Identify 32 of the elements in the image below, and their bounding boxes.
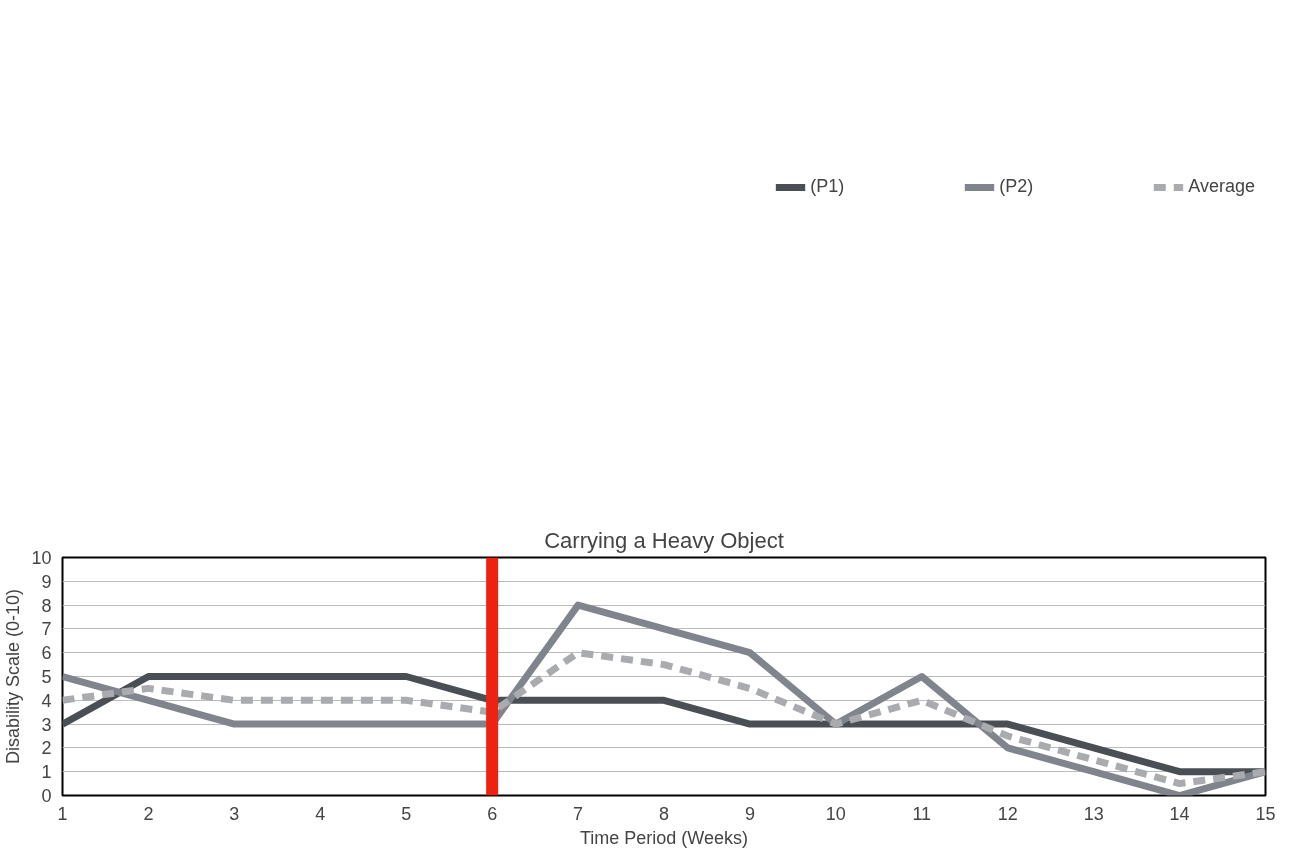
x-tick-label: 2 xyxy=(143,803,154,824)
x-tick-label: 10 xyxy=(825,803,846,824)
y-tick-label: 7 xyxy=(41,619,52,640)
x-tick-label: 3 xyxy=(229,803,240,824)
chart-title: Carrying a Heavy Object xyxy=(544,527,784,553)
x-tick-label: 5 xyxy=(401,803,412,824)
legend-label: (P2) xyxy=(999,176,1034,198)
x-tick-label: 11 xyxy=(912,803,932,824)
x-tick-label: 8 xyxy=(658,803,670,824)
y-tick-label: 10 xyxy=(31,548,52,568)
x-tick-label: 4 xyxy=(315,803,326,824)
y-tick-label: 2 xyxy=(41,738,52,759)
y-tick-label: 9 xyxy=(41,571,52,592)
y-tick-label: 1 xyxy=(41,762,52,783)
x-tick-label: 9 xyxy=(744,803,755,824)
x-tick-label: 7 xyxy=(573,803,584,824)
y-tick-label: 5 xyxy=(41,667,52,687)
x-tick-label: 12 xyxy=(997,803,1018,824)
x-axis-title: Time Period (Weeks) xyxy=(579,827,749,848)
x-tick-label: 1 xyxy=(57,803,68,824)
y-axis-title: Disability Scale (0-10) xyxy=(3,588,24,765)
x-tick-label: 6 xyxy=(487,803,498,824)
y-tick-label: 8 xyxy=(41,595,52,616)
y-tick-label: 4 xyxy=(41,690,52,711)
x-tick-label: 15 xyxy=(1255,803,1276,824)
x-tick-label: 13 xyxy=(1083,803,1104,824)
y-tick-label: 3 xyxy=(41,714,52,735)
y-tick-label: 0 xyxy=(41,786,52,806)
x-tick-label: 14 xyxy=(1169,803,1190,824)
y-tick-label: 6 xyxy=(41,643,52,664)
legend-label: (P1) xyxy=(810,176,845,198)
legend-label: Average xyxy=(1188,176,1255,198)
